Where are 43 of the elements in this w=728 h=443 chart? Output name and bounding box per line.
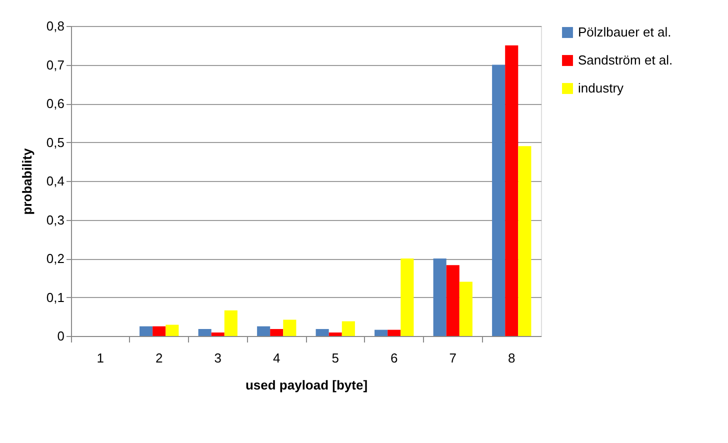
y-tick-label: 0,5 xyxy=(46,134,64,150)
bar xyxy=(505,45,518,336)
y-tick-label: 0,7 xyxy=(46,57,64,72)
y-tick-label: 0 xyxy=(57,328,64,344)
y-tick-label: 0,8 xyxy=(46,18,64,34)
bar xyxy=(166,324,179,336)
y-tick-label: 0,3 xyxy=(46,212,64,228)
x-tick-label: 2 xyxy=(156,350,163,366)
x-tick-label: 7 xyxy=(449,350,456,366)
x-tick-label: 3 xyxy=(214,350,222,366)
y-tick-label: 0,6 xyxy=(46,96,64,111)
bar xyxy=(211,332,224,336)
y-axis-title: probability xyxy=(19,148,34,215)
bar xyxy=(400,258,414,336)
x-tick-label: 1 xyxy=(96,350,104,366)
bar xyxy=(374,330,388,336)
x-tick-label: 8 xyxy=(508,350,516,366)
y-tick-label: 0,2 xyxy=(46,251,64,266)
bar xyxy=(342,321,355,336)
x-tick-label: 6 xyxy=(390,350,398,366)
x-axis-title: used payload [byte] xyxy=(245,378,368,392)
bar xyxy=(388,330,401,336)
bar xyxy=(518,146,532,336)
x-tick-label: 5 xyxy=(332,350,339,366)
bar xyxy=(257,326,270,336)
bar xyxy=(198,329,212,336)
bar xyxy=(316,329,329,336)
bar xyxy=(492,64,506,336)
bar xyxy=(459,282,472,336)
bar xyxy=(433,258,446,336)
y-tick-label: 0,4 xyxy=(46,174,64,188)
bar xyxy=(140,326,153,336)
bar xyxy=(283,320,296,336)
legend-label: Pölzlbauer et al. xyxy=(578,24,672,40)
bar xyxy=(270,329,284,336)
bar xyxy=(224,310,238,336)
x-tick-label: 4 xyxy=(273,350,280,366)
bar xyxy=(328,332,342,336)
bar xyxy=(446,265,460,336)
bar xyxy=(152,326,166,336)
y-tick-label: 0,1 xyxy=(46,290,64,305)
legend-label: Sandström et al. xyxy=(578,52,673,68)
legend-label: industry xyxy=(578,80,624,96)
